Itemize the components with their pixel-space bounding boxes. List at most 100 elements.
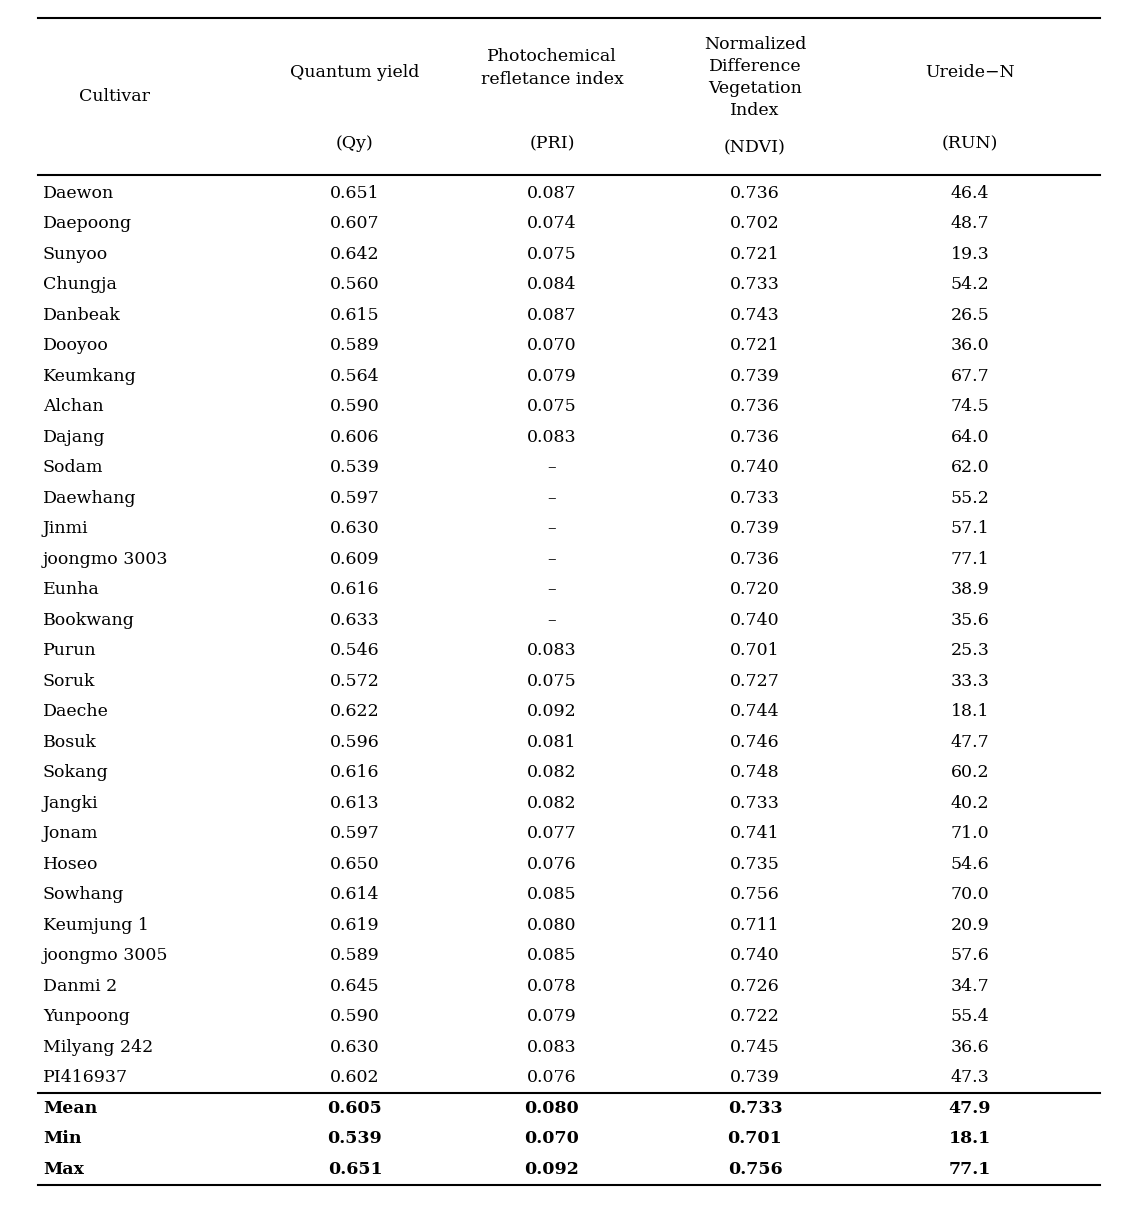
Text: Normalized
Difference
Vegetation
Index: Normalized Difference Vegetation Index bbox=[703, 35, 806, 119]
Text: Sunyoo: Sunyoo bbox=[43, 246, 108, 263]
Text: 0.735: 0.735 bbox=[731, 856, 780, 873]
Text: 34.7: 34.7 bbox=[950, 978, 989, 995]
Text: 0.733: 0.733 bbox=[731, 276, 780, 293]
Text: 0.606: 0.606 bbox=[330, 429, 380, 446]
Text: Daewhang: Daewhang bbox=[43, 490, 137, 507]
Text: 0.084: 0.084 bbox=[527, 276, 577, 293]
Text: 0.645: 0.645 bbox=[330, 978, 380, 995]
Text: Danmi 2: Danmi 2 bbox=[43, 978, 117, 995]
Text: 57.1: 57.1 bbox=[950, 520, 989, 537]
Text: 57.6: 57.6 bbox=[950, 947, 989, 964]
Text: 0.083: 0.083 bbox=[527, 429, 577, 446]
Text: 0.739: 0.739 bbox=[731, 1069, 780, 1086]
Text: (PRI): (PRI) bbox=[529, 135, 575, 152]
Text: 0.590: 0.590 bbox=[330, 1008, 380, 1025]
Text: 0.078: 0.078 bbox=[527, 978, 577, 995]
Text: 0.092: 0.092 bbox=[525, 1161, 579, 1178]
Text: 0.070: 0.070 bbox=[525, 1130, 579, 1147]
Text: 18.1: 18.1 bbox=[950, 703, 989, 720]
Text: 0.739: 0.739 bbox=[731, 367, 780, 384]
Text: 0.726: 0.726 bbox=[731, 978, 780, 995]
Text: 0.756: 0.756 bbox=[731, 886, 780, 903]
Text: Keumkang: Keumkang bbox=[43, 367, 137, 384]
Text: joongmo 3003: joongmo 3003 bbox=[43, 551, 168, 568]
Text: PI416937: PI416937 bbox=[43, 1069, 129, 1086]
Text: –: – bbox=[547, 460, 556, 477]
Text: 19.3: 19.3 bbox=[950, 246, 989, 263]
Text: (Qy): (Qy) bbox=[336, 135, 374, 152]
Text: Ureide−N: Ureide−N bbox=[925, 64, 1015, 81]
Text: 0.740: 0.740 bbox=[731, 947, 780, 964]
Text: Dajang: Dajang bbox=[43, 429, 106, 446]
Text: –: – bbox=[547, 520, 556, 537]
Text: 0.756: 0.756 bbox=[727, 1161, 782, 1178]
Text: 0.605: 0.605 bbox=[328, 1099, 382, 1116]
Text: 0.590: 0.590 bbox=[330, 399, 380, 415]
Text: 0.076: 0.076 bbox=[527, 856, 577, 873]
Text: 36.0: 36.0 bbox=[950, 337, 989, 354]
Text: Bookwang: Bookwang bbox=[43, 612, 135, 629]
Text: 0.081: 0.081 bbox=[527, 733, 577, 750]
Text: 20.9: 20.9 bbox=[950, 917, 989, 934]
Text: 38.9: 38.9 bbox=[950, 581, 989, 598]
Text: 0.597: 0.597 bbox=[330, 490, 380, 507]
Text: 0.651: 0.651 bbox=[330, 185, 380, 202]
Text: 0.741: 0.741 bbox=[731, 826, 780, 843]
Text: 64.0: 64.0 bbox=[950, 429, 989, 446]
Text: Jangki: Jangki bbox=[43, 795, 99, 812]
Text: 36.6: 36.6 bbox=[950, 1038, 989, 1055]
Text: 67.7: 67.7 bbox=[950, 367, 989, 384]
Text: 0.075: 0.075 bbox=[527, 672, 577, 689]
Text: 48.7: 48.7 bbox=[950, 215, 989, 232]
Text: (NDVI): (NDVI) bbox=[724, 140, 786, 157]
Text: 0.082: 0.082 bbox=[527, 795, 577, 812]
Text: 0.597: 0.597 bbox=[330, 826, 380, 843]
Text: Chungja: Chungja bbox=[43, 276, 117, 293]
Text: 47.7: 47.7 bbox=[950, 733, 989, 750]
Text: Eunha: Eunha bbox=[43, 581, 100, 598]
Text: 0.701: 0.701 bbox=[731, 642, 780, 659]
Text: 33.3: 33.3 bbox=[950, 672, 989, 689]
Text: 0.080: 0.080 bbox=[525, 1099, 579, 1116]
Text: Keumjung 1: Keumjung 1 bbox=[43, 917, 149, 934]
Text: 0.744: 0.744 bbox=[731, 703, 780, 720]
Text: 0.743: 0.743 bbox=[731, 306, 780, 323]
Text: 54.6: 54.6 bbox=[950, 856, 989, 873]
Text: 0.075: 0.075 bbox=[527, 399, 577, 415]
Text: Milyang 242: Milyang 242 bbox=[43, 1038, 154, 1055]
Text: 0.736: 0.736 bbox=[731, 551, 780, 568]
Text: 0.733: 0.733 bbox=[727, 1099, 782, 1116]
Text: 0.736: 0.736 bbox=[731, 429, 780, 446]
Text: Daeche: Daeche bbox=[43, 703, 109, 720]
Text: 0.736: 0.736 bbox=[731, 399, 780, 415]
Text: 0.651: 0.651 bbox=[328, 1161, 382, 1178]
Text: 70.0: 70.0 bbox=[950, 886, 989, 903]
Text: Mean: Mean bbox=[43, 1099, 97, 1116]
Text: Purun: Purun bbox=[43, 642, 97, 659]
Text: 0.546: 0.546 bbox=[330, 642, 380, 659]
Text: Bosuk: Bosuk bbox=[43, 733, 97, 750]
Text: 0.701: 0.701 bbox=[727, 1130, 782, 1147]
Text: 0.572: 0.572 bbox=[330, 672, 380, 689]
Text: 0.080: 0.080 bbox=[527, 917, 577, 934]
Text: 60.2: 60.2 bbox=[950, 764, 989, 781]
Text: 0.615: 0.615 bbox=[330, 306, 380, 323]
Text: –: – bbox=[547, 551, 556, 568]
Text: 0.079: 0.079 bbox=[527, 1008, 577, 1025]
Text: 0.616: 0.616 bbox=[330, 764, 380, 781]
Text: 40.2: 40.2 bbox=[950, 795, 989, 812]
Text: 0.539: 0.539 bbox=[328, 1130, 382, 1147]
Text: 0.564: 0.564 bbox=[330, 367, 380, 384]
Text: 0.622: 0.622 bbox=[330, 703, 380, 720]
Text: 0.609: 0.609 bbox=[330, 551, 380, 568]
Text: 0.074: 0.074 bbox=[527, 215, 577, 232]
Text: 0.748: 0.748 bbox=[731, 764, 780, 781]
Text: Jonam: Jonam bbox=[43, 826, 99, 843]
Text: Quantum yield: Quantum yield bbox=[290, 64, 420, 81]
Text: 0.075: 0.075 bbox=[527, 246, 577, 263]
Text: 0.722: 0.722 bbox=[731, 1008, 780, 1025]
Text: 0.596: 0.596 bbox=[330, 733, 380, 750]
Text: Danbeak: Danbeak bbox=[43, 306, 121, 323]
Text: Soruk: Soruk bbox=[43, 672, 96, 689]
Text: 0.077: 0.077 bbox=[527, 826, 577, 843]
